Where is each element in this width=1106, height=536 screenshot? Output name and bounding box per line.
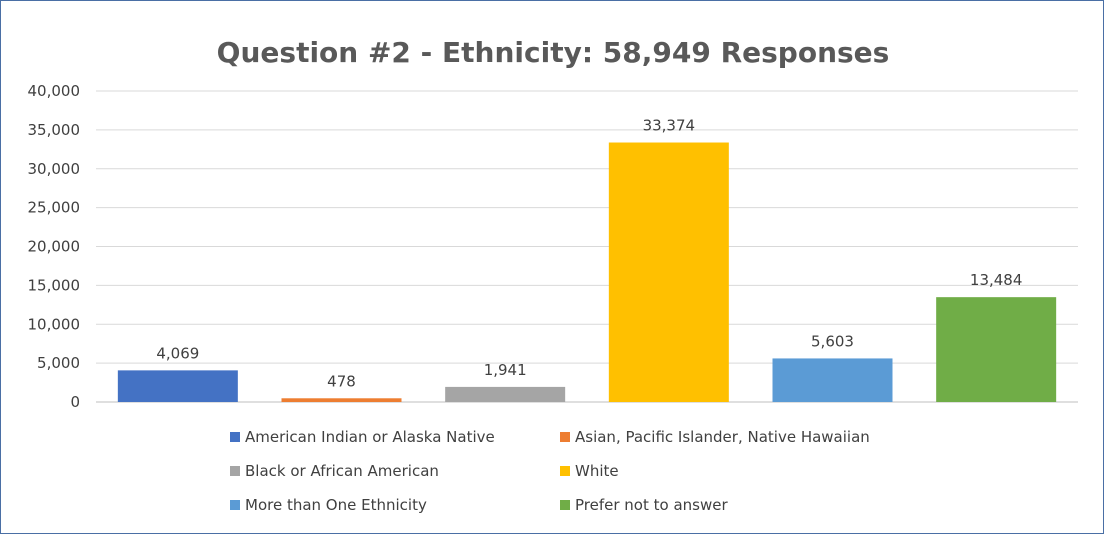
y-tick-label: 20,000 <box>28 238 81 256</box>
legend-label: Prefer not to answer <box>575 496 728 514</box>
legend-swatch <box>230 432 240 442</box>
y-tick-label: 0 <box>70 393 80 411</box>
bar-chart-plot: 0 5,000 10,000 15,000 20,000 25,000 30,000 35,0… <box>28 82 1078 411</box>
data-label: 1,941 <box>484 361 527 379</box>
data-label: 5,603 <box>811 332 854 350</box>
y-tick-label: 40,000 <box>28 82 81 100</box>
legend-item: Black or African American <box>230 462 439 480</box>
y-tick-label: 35,000 <box>28 121 81 139</box>
bar <box>445 386 566 402</box>
bar <box>117 370 238 402</box>
data-label: 13,484 <box>970 271 1023 289</box>
data-label: 478 <box>327 372 356 390</box>
chart-title: Question #2 - Ethnicity: 58,949 Response… <box>216 36 890 69</box>
legend-swatch <box>230 500 240 510</box>
legend-swatch <box>560 500 570 510</box>
y-tick-label: 25,000 <box>28 199 81 217</box>
legend-label: White <box>575 462 619 480</box>
legend-swatch <box>560 466 570 476</box>
legend-label: American Indian or Alaska Native <box>245 428 495 446</box>
y-tick-label: 30,000 <box>28 160 81 178</box>
legend-swatch <box>560 432 570 442</box>
legend-item: More than One Ethnicity <box>230 496 427 514</box>
bar <box>608 142 729 402</box>
y-tick-label: 5,000 <box>37 354 80 372</box>
y-tick-label: 15,000 <box>28 276 81 294</box>
legend-label: Asian, Pacific Islander, Native Hawaiian <box>575 428 870 446</box>
legend-item: White <box>560 462 619 480</box>
legend-item: American Indian or Alaska Native <box>230 428 495 446</box>
bar <box>281 398 402 402</box>
y-tick-label: 10,000 <box>28 315 81 333</box>
bar <box>772 358 893 402</box>
legend-item: Prefer not to answer <box>560 496 728 514</box>
legend-label: More than One Ethnicity <box>245 496 427 514</box>
bar <box>936 297 1057 402</box>
data-label: 4,069 <box>156 344 199 362</box>
legend-swatch <box>230 466 240 476</box>
data-label: 33,374 <box>643 117 696 135</box>
legend-item: Asian, Pacific Islander, Native Hawaiian <box>560 428 870 446</box>
legend-label: Black or African American <box>245 462 439 480</box>
